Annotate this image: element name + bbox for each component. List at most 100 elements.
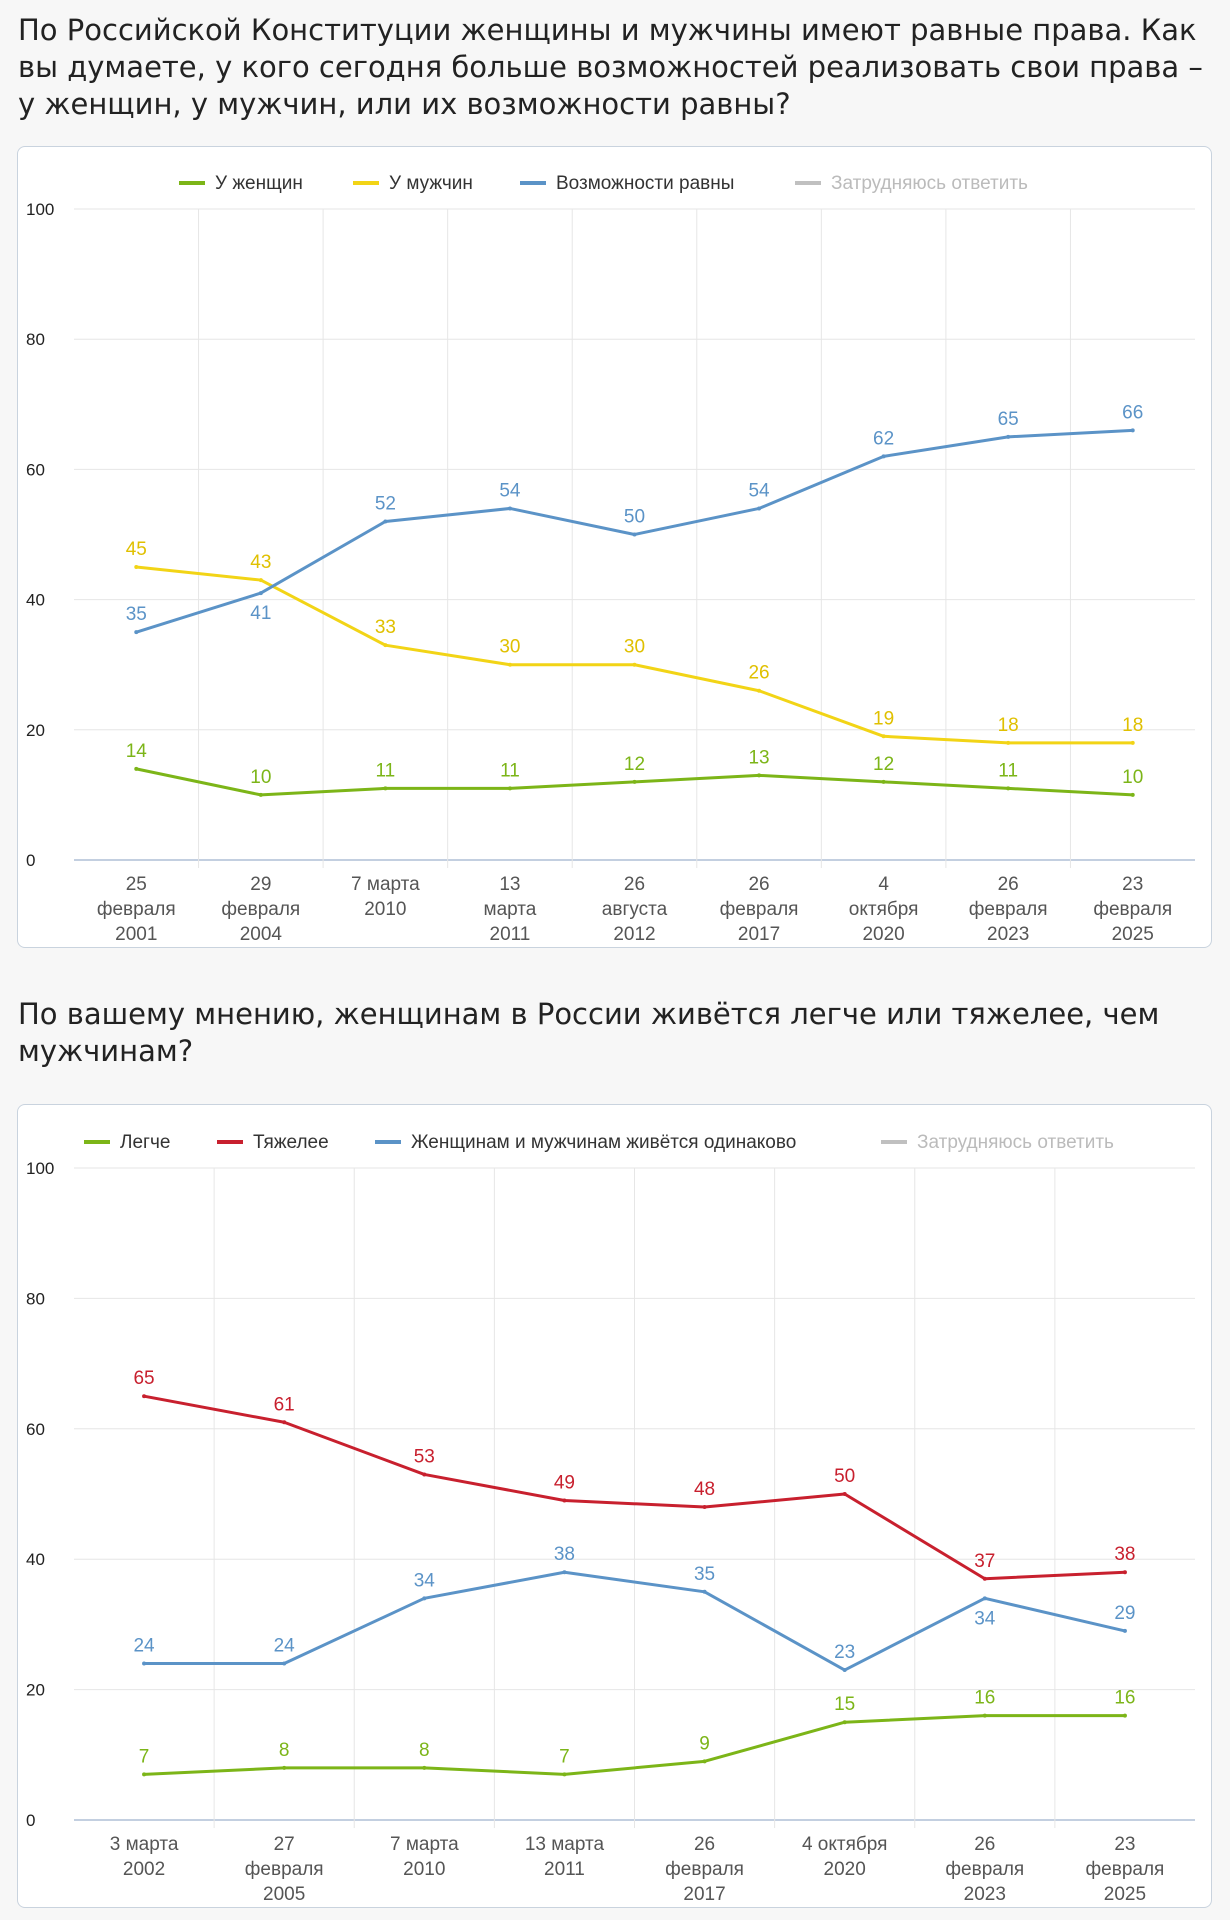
data-label: 18: [1122, 715, 1143, 736]
data-point: [842, 1668, 847, 1673]
data-point: [282, 1765, 287, 1770]
chart-1-title: По Российской Конституции женщины и мужч…: [18, 13, 1203, 121]
x-tick-label: 26 февраля 2023: [969, 874, 1048, 945]
data-label: 54: [499, 480, 521, 501]
data-label: 52: [375, 493, 396, 514]
data-point: [842, 1492, 847, 1496]
data-label: 29: [1114, 1603, 1135, 1624]
data-point: [1122, 1570, 1127, 1575]
data-point: [507, 662, 512, 667]
data-point: [383, 786, 388, 791]
data-label: 11: [998, 760, 1018, 781]
data-point: [881, 454, 886, 459]
series-line: [135, 428, 1133, 634]
legend-item[interactable]: Женщинам и мужчинам живётся одинаково: [411, 1132, 796, 1153]
chart-2-card: 0 20 40 60 80 100 3 марта 2002 27 февраля 2005 7 ма…: [17, 1104, 1212, 1908]
data-point: [562, 1772, 567, 1777]
data-label: 16: [1114, 1688, 1135, 1709]
data-label: 16: [974, 1688, 995, 1709]
data-point: [142, 1772, 147, 1777]
legend-item[interactable]: Затрудняюсь ответить: [917, 1132, 1114, 1153]
data-point: [702, 1505, 707, 1510]
data-point: [632, 779, 637, 784]
data-point: [282, 1661, 287, 1666]
data-label: 48: [694, 1479, 715, 1500]
legend-item[interactable]: Возможности равны: [556, 173, 734, 194]
legend-item[interactable]: Тяжелее: [253, 1132, 329, 1153]
data-point: [982, 1576, 987, 1581]
data-label: 15: [834, 1694, 855, 1715]
data-point: [632, 662, 637, 667]
data-label: 62: [873, 428, 894, 449]
data-point: [282, 1420, 287, 1425]
data-label: 10: [1122, 767, 1143, 788]
y-tick-label: 20: [26, 1681, 45, 1700]
legend-item[interactable]: Затрудняюсь ответить: [831, 173, 1028, 194]
data-label: 65: [998, 409, 1019, 430]
y-tick-label: 0: [26, 1811, 35, 1830]
data-label: 11: [500, 760, 520, 781]
data-point: [383, 643, 388, 648]
y-tick-label: 0: [26, 851, 35, 870]
data-label: 43: [250, 552, 271, 573]
y-tick-label: 80: [26, 1289, 45, 1308]
data-label: 14: [126, 741, 148, 762]
data-label: 50: [834, 1466, 855, 1487]
data-label: 65: [133, 1368, 154, 1389]
data-label: 12: [624, 754, 645, 775]
data-label: 34: [974, 1608, 996, 1629]
x-tick-label: 26 февраля 2017: [665, 1834, 744, 1905]
data-point: [134, 630, 139, 635]
data-label: 66: [1122, 402, 1143, 423]
data-point: [1006, 786, 1011, 791]
data-point: [757, 773, 762, 778]
data-label: 12: [873, 754, 894, 775]
data-label: 50: [624, 507, 645, 528]
data-label: 7: [559, 1746, 570, 1767]
data-label: 24: [133, 1636, 155, 1657]
data-point: [702, 1589, 707, 1594]
x-tick-label: 4 октября 2020: [849, 874, 919, 945]
data-point: [142, 1394, 147, 1399]
legend-item[interactable]: У женщин: [215, 173, 303, 194]
data-point: [1006, 434, 1011, 439]
data-label: 30: [624, 637, 645, 658]
data-label: 34: [414, 1570, 436, 1591]
y-tick-label: 40: [26, 1550, 45, 1569]
legend-item[interactable]: Легче: [120, 1132, 170, 1153]
x-tick-label: 7 марта 2010: [390, 1834, 459, 1880]
series-line: [144, 1570, 1126, 1672]
data-point: [1006, 740, 1011, 745]
x-tick-label: 3 марта 2002: [110, 1834, 179, 1880]
data-label: 45: [126, 539, 147, 560]
data-point: [757, 688, 762, 693]
x-tick-label: 7 марта 2010: [351, 874, 420, 920]
data-label: 54: [748, 480, 770, 501]
x-tick-label: 25 февраля 2001: [97, 874, 176, 945]
data-point: [1122, 1628, 1127, 1633]
x-tick-label: 26 февраля 2023: [945, 1834, 1024, 1905]
series-line: [143, 1394, 1126, 1581]
x-tick-label: 13 марта 2011: [484, 874, 537, 945]
data-point: [422, 1596, 427, 1601]
data-label: 53: [414, 1446, 435, 1467]
series-line: [143, 1714, 1125, 1776]
data-point: [1130, 428, 1135, 433]
data-label: 35: [694, 1564, 715, 1585]
chart-2-svg: 0 20 40 60 80 100 3 марта 2002 27 февраля 2005 7 ма…: [26, 1132, 1195, 1905]
x-tick-label: 23 февраля 2025: [1093, 874, 1172, 945]
data-label: 9: [699, 1733, 710, 1754]
data-point: [1122, 1713, 1127, 1718]
data-point: [134, 766, 139, 771]
data-point: [562, 1498, 567, 1503]
y-tick-label: 80: [26, 330, 45, 349]
data-point: [881, 734, 886, 739]
legend-item[interactable]: У мужчин: [389, 173, 473, 194]
data-label: 30: [499, 637, 520, 658]
y-tick-label: 100: [26, 200, 54, 219]
data-point: [258, 591, 263, 596]
y-tick-label: 20: [26, 721, 45, 740]
data-point: [507, 506, 512, 511]
data-point: [258, 578, 263, 583]
chart-1-card: 0 20 40 60 80 100 25 февраля 2001 29 февраля 2004 7 …: [17, 146, 1212, 948]
